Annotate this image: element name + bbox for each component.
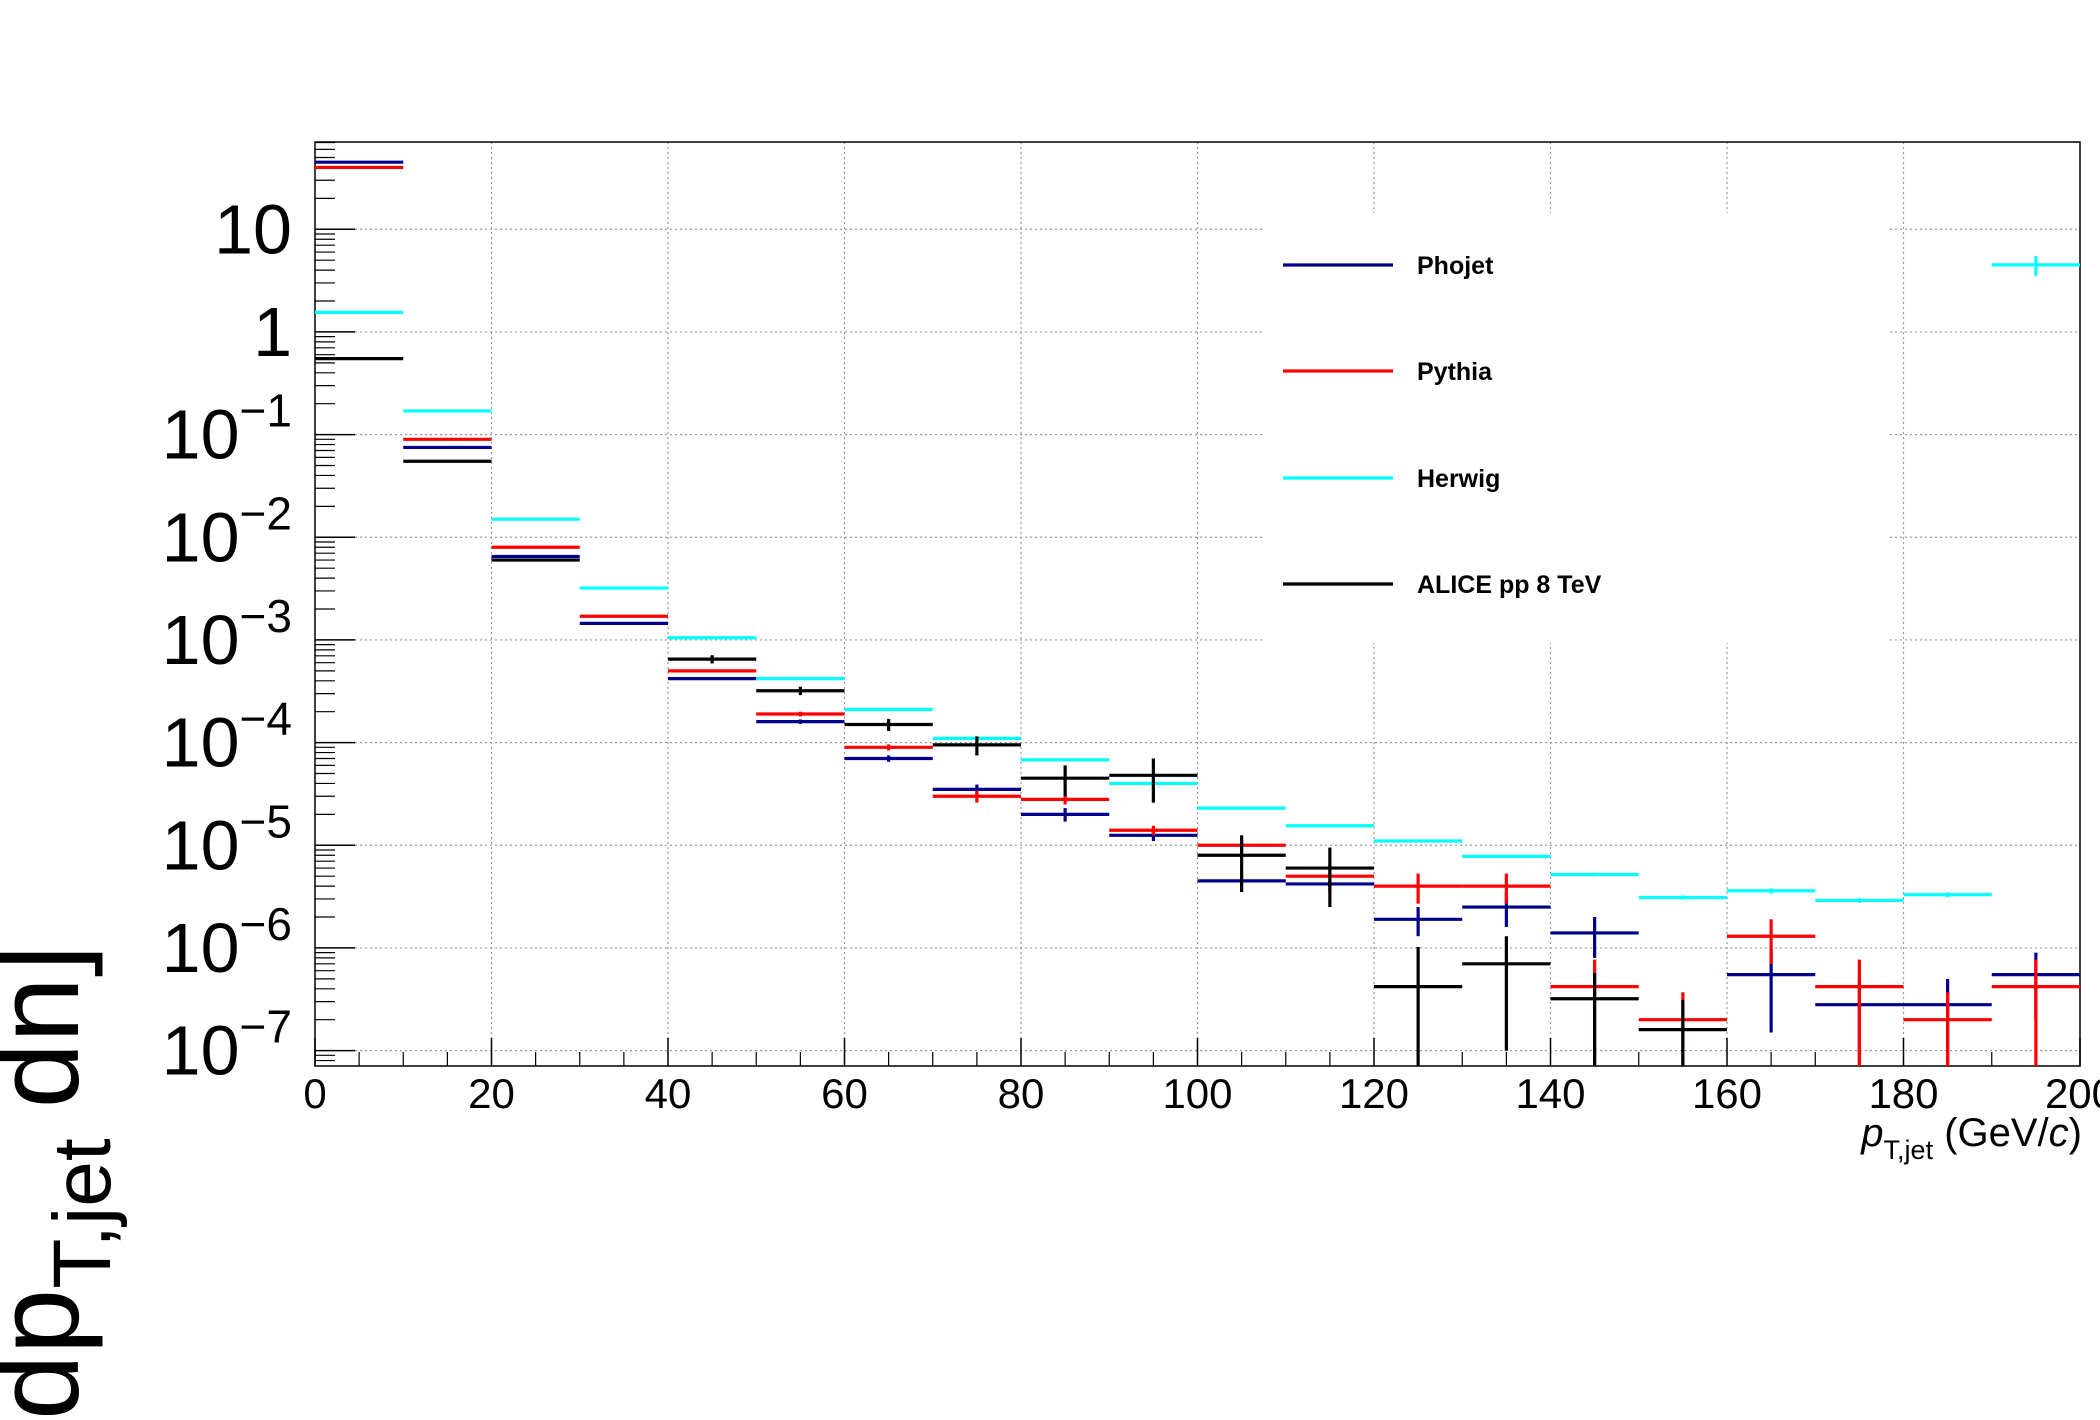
axis-ticks xyxy=(314,141,2081,1066)
legend-box xyxy=(1262,213,1890,643)
y-tick-label: 1 xyxy=(253,293,292,371)
y-tick-label: 10−6 xyxy=(162,898,292,987)
x-tick-label: 0 xyxy=(303,1070,326,1117)
y-tick-label: 10−5 xyxy=(162,795,292,884)
x-tick-label: 60 xyxy=(821,1070,868,1117)
y-tick-label: 10−4 xyxy=(162,693,292,782)
legend-label: Herwig xyxy=(1417,465,1500,493)
y-tick-label: 10−1 xyxy=(162,385,292,474)
x-tick-label: 100 xyxy=(1162,1070,1232,1117)
x-axis-title: pT,jet (GeV/c) xyxy=(1860,1111,2082,1165)
x-tick-label: 120 xyxy=(1339,1070,1409,1117)
legend-label: Phojet xyxy=(1417,252,1494,280)
series-layer xyxy=(315,160,2080,1066)
x-tick-label: 20 xyxy=(468,1070,515,1117)
x-tick-label: 40 xyxy=(645,1070,692,1117)
y-tick-label: 10 xyxy=(214,190,292,268)
x-tick-label: 200 xyxy=(2045,1070,2100,1117)
x-tick-label: 140 xyxy=(1515,1070,1585,1117)
y-tick-label: 10−7 xyxy=(162,1001,292,1090)
x-tick-label: 80 xyxy=(998,1070,1045,1117)
y-tick-label: 10−3 xyxy=(162,590,292,679)
y-axis-title: dpT,jetdn] xyxy=(0,944,128,1420)
y-tick-labels: 10 1 10−1 10−2 10−3 10−4 10−5 10−6 10−7 xyxy=(162,190,292,1089)
legend-label: Pythia xyxy=(1417,358,1493,386)
series-alice-pp-8-tev xyxy=(315,356,1727,1066)
x-tick-label: 180 xyxy=(1868,1070,1938,1117)
y-tick-label: 10−2 xyxy=(162,487,292,576)
x-tick-labels: 0 20 40 60 80 100 120 140 160 180 200 xyxy=(303,1070,2100,1117)
x-tick-label: 160 xyxy=(1692,1070,1762,1117)
legend-label: ALICE pp 8 TeV xyxy=(1417,571,1602,599)
legend: Phojet Pythia Herwig ALICE pp 8 TeV xyxy=(1283,252,1602,599)
